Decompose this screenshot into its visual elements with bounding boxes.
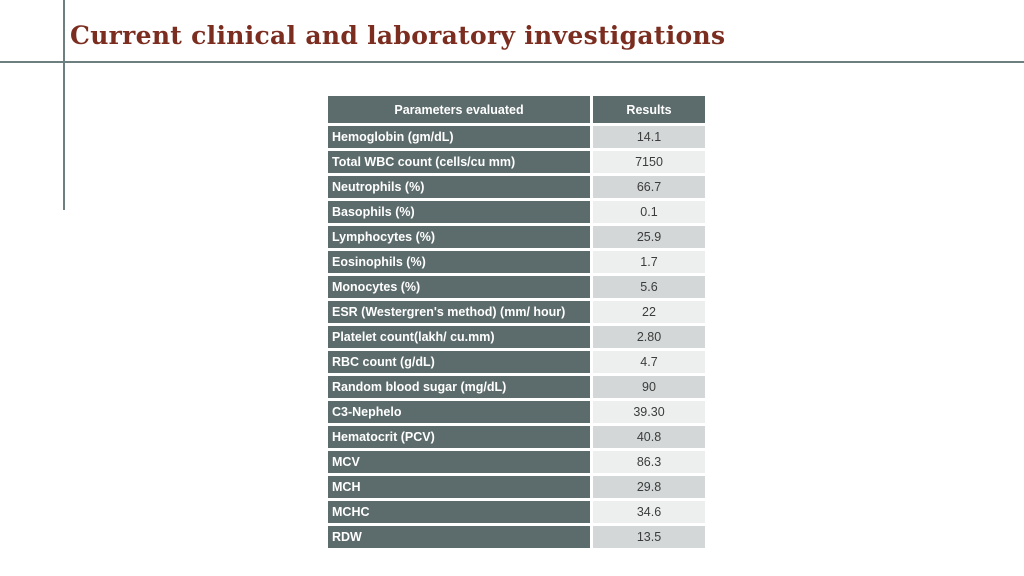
parameter-cell: Hemoglobin (gm/dL) [328, 126, 590, 148]
parameter-cell: Lymphocytes (%) [328, 226, 590, 248]
result-cell: 2.80 [593, 326, 705, 348]
parameter-cell: Monocytes (%) [328, 276, 590, 298]
parameter-cell: Eosinophils (%) [328, 251, 590, 273]
result-cell: 90 [593, 376, 705, 398]
table-row: MCV 86.3 [328, 451, 705, 473]
result-cell: 22 [593, 301, 705, 323]
table-row: Neutrophils (%) 66.7 [328, 176, 705, 198]
parameter-cell: Random blood sugar (mg/dL) [328, 376, 590, 398]
parameter-cell: RDW [328, 526, 590, 548]
slide-title: Current clinical and laboratory investig… [70, 21, 726, 50]
result-cell: 0.1 [593, 201, 705, 223]
parameter-cell: C3-Nephelo [328, 401, 590, 423]
table-row: Hemoglobin (gm/dL) 14.1 [328, 126, 705, 148]
accent-horizontal-line [0, 61, 1024, 63]
result-cell: 4.7 [593, 351, 705, 373]
result-cell: 34.6 [593, 501, 705, 523]
table-body: Hemoglobin (gm/dL) 14.1 Total WBC count (c… [328, 126, 705, 548]
table-row: RBC count (g/dL) 4.7 [328, 351, 705, 373]
parameter-cell: Neutrophils (%) [328, 176, 590, 198]
table-header: Parameters evaluated Results [328, 96, 705, 123]
lab-results-table: Parameters evaluated Results Hemoglobin … [325, 93, 708, 551]
parameter-cell: MCV [328, 451, 590, 473]
table-row: Hematocrit (PCV) 40.8 [328, 426, 705, 448]
parameter-cell: Total WBC count (cells/cu mm) [328, 151, 590, 173]
results-column-header: Results [593, 96, 705, 123]
result-cell: 39.30 [593, 401, 705, 423]
parameter-cell: MCH [328, 476, 590, 498]
table-row: ESR (Westergren's method) (mm/ hour) 22 [328, 301, 705, 323]
table-row: Random blood sugar (mg/dL) 90 [328, 376, 705, 398]
table-row: Basophils (%) 0.1 [328, 201, 705, 223]
parameters-column-header: Parameters evaluated [328, 96, 590, 123]
parameter-cell: ESR (Westergren's method) (mm/ hour) [328, 301, 590, 323]
result-cell: 29.8 [593, 476, 705, 498]
result-cell: 86.3 [593, 451, 705, 473]
table-row: RDW 13.5 [328, 526, 705, 548]
table-row: C3-Nephelo 39.30 [328, 401, 705, 423]
result-cell: 5.6 [593, 276, 705, 298]
table-header-row: Parameters evaluated Results [328, 96, 705, 123]
parameter-cell: RBC count (g/dL) [328, 351, 590, 373]
parameter-cell: MCHC [328, 501, 590, 523]
table-row: Platelet count(lakh/ cu.mm) 2.80 [328, 326, 705, 348]
result-cell: 40.8 [593, 426, 705, 448]
table-row: MCH 29.8 [328, 476, 705, 498]
accent-vertical-line [63, 0, 65, 210]
parameter-cell: Hematocrit (PCV) [328, 426, 590, 448]
table-row: Eosinophils (%) 1.7 [328, 251, 705, 273]
result-cell: 13.5 [593, 526, 705, 548]
table-row: Total WBC count (cells/cu mm) 7150 [328, 151, 705, 173]
result-cell: 1.7 [593, 251, 705, 273]
parameter-cell: Platelet count(lakh/ cu.mm) [328, 326, 590, 348]
table-row: MCHC 34.6 [328, 501, 705, 523]
table-row: Lymphocytes (%) 25.9 [328, 226, 705, 248]
table-row: Monocytes (%) 5.6 [328, 276, 705, 298]
result-cell: 25.9 [593, 226, 705, 248]
result-cell: 66.7 [593, 176, 705, 198]
result-cell: 7150 [593, 151, 705, 173]
result-cell: 14.1 [593, 126, 705, 148]
parameter-cell: Basophils (%) [328, 201, 590, 223]
